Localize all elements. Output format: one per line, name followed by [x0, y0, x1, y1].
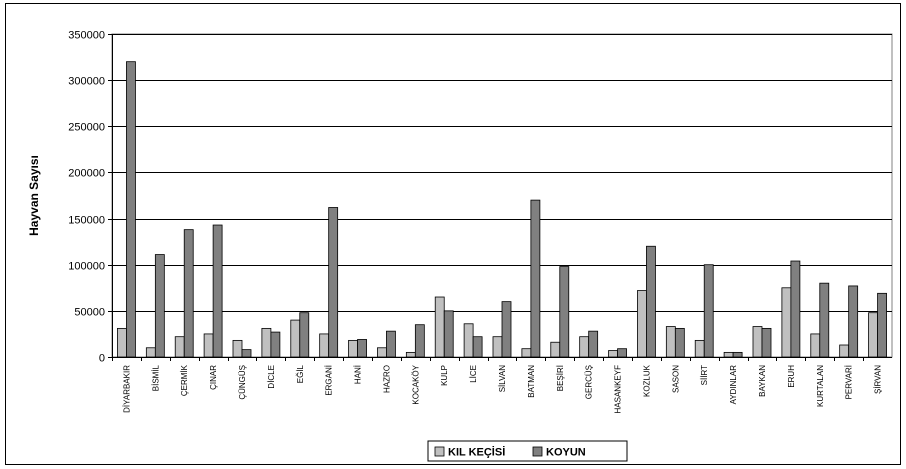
- bar-kil-kecisi: [348, 339, 358, 358]
- bar-koyun: [732, 351, 743, 358]
- bar-koyun: [761, 327, 772, 358]
- legend-swatch: [434, 446, 445, 457]
- bar-koyun: [212, 224, 223, 358]
- x-category-label: DİYARBAKIR: [122, 365, 131, 413]
- bar-koyun: [674, 327, 685, 358]
- x-category-label: BATMAN: [527, 365, 536, 398]
- x-category-label: ÇERMİK: [180, 364, 189, 396]
- bar-kil-kecisi: [203, 333, 214, 358]
- bar-koyun: [617, 348, 627, 358]
- x-category-label: HAZRO: [382, 365, 391, 393]
- x-category-label: SASON: [671, 365, 680, 393]
- x-category-label: DİCLE: [267, 365, 276, 389]
- bar-kil-kecisi: [232, 339, 243, 358]
- x-category-label: ÇÜNGÜŞ: [238, 365, 247, 400]
- bar-koyun: [241, 349, 252, 358]
- bar-kil-kecisi: [839, 344, 850, 358]
- bar-koyun: [183, 229, 194, 358]
- legend-label: KOYUN: [546, 447, 586, 459]
- bar-koyun: [270, 331, 281, 358]
- x-category-label: BAYKAN: [758, 365, 767, 397]
- bar-koyun: [848, 285, 859, 358]
- x-category-label: BEŞİRİ: [556, 365, 565, 391]
- x-category-label: ÇINAR: [209, 365, 218, 390]
- x-category-label: GERCÜŞ: [585, 365, 594, 399]
- legend: [427, 440, 628, 462]
- bar-kil-kecisi: [174, 336, 185, 358]
- bar-kil-kecisi: [377, 347, 387, 358]
- y-tick-label: 0: [99, 353, 105, 365]
- bar-kil-kecisi: [694, 339, 705, 358]
- bar-koyun: [646, 245, 656, 358]
- bar-kil-kecisi: [579, 336, 590, 358]
- x-category-label: PERVARİ: [845, 365, 854, 399]
- bar-koyun: [703, 264, 714, 358]
- bar-koyun: [588, 330, 599, 358]
- y-tick-label: 50000: [74, 307, 105, 319]
- bar-kil-kecisi: [723, 351, 734, 358]
- bar-kil-kecisi: [463, 323, 474, 358]
- legend-label: KIL KEÇİSİ: [448, 446, 505, 459]
- bar-koyun: [819, 282, 830, 358]
- bar-kil-kecisi: [608, 350, 618, 358]
- bar-koyun: [472, 336, 483, 358]
- legend-swatch: [532, 446, 543, 457]
- bar-kil-kecisi: [290, 319, 301, 358]
- x-category-label: BİSMİL: [151, 364, 160, 391]
- bar-kil-kecisi: [521, 348, 532, 358]
- y-tick-label: 150000: [68, 215, 105, 227]
- x-category-label: EĞİL: [296, 364, 305, 383]
- bar-kil-kecisi: [665, 326, 676, 358]
- bar-koyun: [414, 324, 425, 358]
- bar-koyun: [386, 330, 396, 358]
- bar-kil-kecisi: [117, 327, 127, 358]
- bar-kil-kecisi: [637, 290, 647, 358]
- x-category-label: ŞİRVAN: [874, 365, 883, 394]
- bar-koyun: [154, 254, 165, 358]
- bar-koyun: [328, 207, 339, 358]
- bar-koyun: [443, 310, 454, 358]
- bar-chart: 0 50000 100000 150000 200000 250000 300000 3500…: [27, 30, 893, 462]
- bar-koyun: [501, 301, 512, 358]
- bar-kil-kecisi: [434, 296, 445, 358]
- y-tick-label: 100000: [68, 261, 105, 273]
- y-tick-label: 200000: [68, 168, 105, 180]
- bar-kil-kecisi: [781, 287, 792, 358]
- x-category-label: AYDINLAR: [729, 365, 738, 405]
- x-category-label: KULP: [440, 365, 449, 386]
- x-category-label: ERGANİ: [325, 365, 334, 396]
- x-category-label: KOCAKÖY: [411, 364, 420, 404]
- x-category-label: KOZLUK: [642, 364, 651, 397]
- y-tick-label: 350000: [68, 30, 105, 42]
- bar-koyun: [559, 266, 570, 358]
- bar-kil-kecisi: [810, 333, 821, 358]
- bar-kil-kecisi: [319, 333, 330, 358]
- bar-kil-kecisi: [868, 312, 878, 358]
- y-tick-label: 250000: [68, 122, 105, 134]
- bar-koyun: [299, 312, 310, 358]
- x-category-label: SİLVAN: [498, 365, 507, 392]
- bar-koyun: [877, 292, 887, 358]
- bar-kil-kecisi: [261, 327, 272, 358]
- y-tick-label: 300000: [68, 76, 105, 88]
- bar-koyun: [530, 199, 541, 358]
- x-category-label: HASANKEYF: [614, 365, 623, 414]
- bar-kil-kecisi: [752, 326, 763, 358]
- x-category-label: HANİ: [354, 365, 363, 384]
- bar-kil-kecisi: [550, 341, 561, 358]
- x-category-label: ERUH: [787, 365, 796, 388]
- y-axis-title: Hayvan Sayısı: [27, 155, 41, 236]
- bar-kil-kecisi: [145, 347, 156, 358]
- x-category-label: KURTALAN: [816, 365, 825, 407]
- x-category-label: LİCE: [469, 365, 478, 383]
- bar-kil-kecisi: [492, 336, 503, 358]
- x-category-label: SİİRT: [700, 365, 709, 385]
- bar-koyun: [357, 339, 367, 358]
- bar-koyun: [126, 61, 136, 358]
- chart-frame: 0 50000 100000 150000 200000 250000 300000 3500…: [5, 3, 901, 465]
- bar-kil-kecisi: [405, 351, 416, 358]
- bar-koyun: [790, 260, 801, 358]
